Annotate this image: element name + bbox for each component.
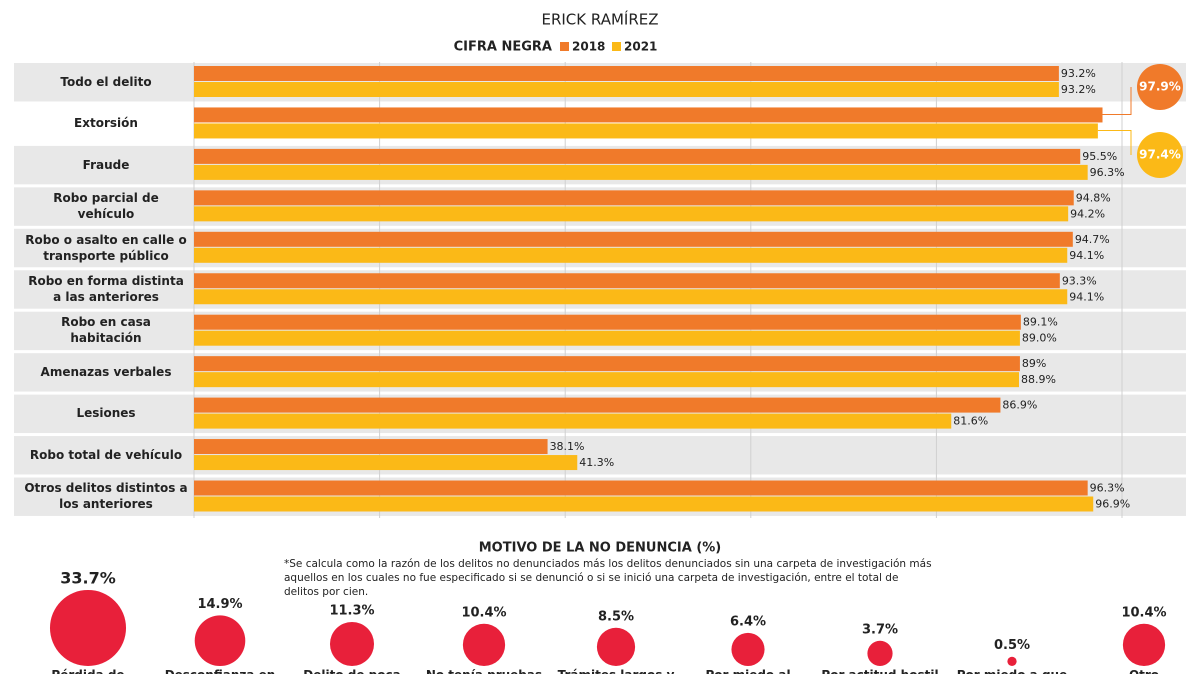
bubble bbox=[867, 640, 893, 666]
value-label: 41.3% bbox=[579, 456, 614, 469]
category-label: Delito de poca importancia bbox=[292, 668, 412, 674]
footnote: *Se calcula como la razón de los delitos… bbox=[284, 558, 932, 598]
value-label: 10.4% bbox=[461, 605, 506, 620]
category-label: Por miedo a que lo extorsionaran bbox=[952, 668, 1072, 674]
legend-label: 2021 bbox=[624, 40, 657, 54]
value-label: 0.5% bbox=[994, 638, 1030, 653]
value-label: 38.1% bbox=[550, 440, 585, 453]
value-label: 96.3% bbox=[1090, 482, 1125, 495]
callout-line bbox=[1097, 129, 1132, 155]
bar bbox=[194, 206, 1069, 222]
bubble bbox=[731, 632, 765, 667]
category-label: Otro bbox=[1084, 668, 1200, 674]
bar bbox=[194, 148, 1081, 164]
bar bbox=[194, 439, 548, 455]
category-label: Pérdida de tiempo bbox=[28, 668, 148, 674]
value-label: 88.9% bbox=[1021, 373, 1056, 386]
bar bbox=[194, 164, 1088, 180]
value-label: 6.4% bbox=[730, 614, 766, 629]
bubble bbox=[49, 589, 127, 666]
bar bbox=[194, 273, 1060, 289]
author: ERICK RAMÍREZ bbox=[541, 10, 658, 29]
category-label: No tenía pruebas bbox=[424, 668, 544, 674]
category-label: Robo en forma distinta a las anteriores bbox=[28, 273, 184, 304]
bar bbox=[194, 455, 578, 471]
legend-swatch bbox=[612, 42, 621, 51]
bar bbox=[194, 107, 1103, 123]
value-label: 94.2% bbox=[1070, 207, 1105, 220]
bar bbox=[194, 314, 1021, 330]
category-label: Robo o asalto en calle o transporte públ… bbox=[25, 232, 187, 263]
chart-title: CIFRA NEGRA bbox=[454, 40, 552, 55]
value-label: 10.4% bbox=[1121, 605, 1166, 620]
bar bbox=[194, 247, 1068, 263]
callout-bubble bbox=[1137, 64, 1183, 110]
bar bbox=[194, 496, 1094, 512]
value-label: 93.2% bbox=[1061, 83, 1096, 96]
bubble bbox=[194, 615, 246, 666]
value-label: 96.9% bbox=[1095, 498, 1130, 511]
value-label: 89% bbox=[1022, 357, 1046, 370]
category-label: Por miedo al agresor bbox=[688, 668, 808, 674]
value-label: 8.5% bbox=[598, 609, 634, 624]
value-label: 96.3% bbox=[1090, 166, 1125, 179]
bar bbox=[194, 231, 1073, 247]
bubble bbox=[596, 627, 636, 666]
category-label: Amenazas verbales bbox=[40, 364, 172, 379]
value-label: 94.8% bbox=[1076, 191, 1111, 204]
value-label: 81.6% bbox=[953, 415, 988, 428]
callout-line bbox=[1102, 87, 1132, 115]
bar bbox=[194, 397, 1001, 413]
value-label: 86.9% bbox=[1002, 399, 1037, 412]
value-label: 95.5% bbox=[1082, 150, 1117, 163]
value-label: 89.0% bbox=[1022, 332, 1057, 345]
value-label: 94.1% bbox=[1069, 249, 1104, 262]
category-label: Fraude bbox=[82, 157, 130, 172]
category-label: Robo total de vehículo bbox=[29, 447, 183, 462]
category-label: Otros delitos distintos a los anteriores bbox=[24, 481, 188, 512]
bar bbox=[194, 66, 1059, 81]
category-label: Trámites largos y difíciles bbox=[556, 668, 676, 674]
category-label: Lesiones bbox=[76, 406, 136, 421]
category-label: Todo el delito bbox=[60, 74, 152, 89]
value-label: 11.3% bbox=[329, 603, 374, 618]
value-label: 94.7% bbox=[1075, 233, 1110, 246]
bar bbox=[194, 82, 1059, 97]
value-label: 93.2% bbox=[1061, 67, 1096, 80]
bubble bbox=[1007, 656, 1017, 667]
bar bbox=[194, 190, 1074, 206]
legend-swatch bbox=[560, 42, 569, 51]
category-label: Por actitud hostil de la autoridad bbox=[820, 668, 940, 674]
bar bbox=[194, 330, 1020, 346]
bubble-title: MOTIVO DE LA NO DENUNCIA (%) bbox=[479, 541, 722, 556]
legend-label: 2018 bbox=[572, 40, 605, 54]
value-label: 3.7% bbox=[862, 622, 898, 637]
value-label: 97.9% bbox=[1139, 80, 1181, 94]
bubble bbox=[462, 623, 506, 666]
bubble bbox=[1122, 623, 1166, 666]
bar bbox=[194, 356, 1020, 372]
callout-bubble bbox=[1137, 132, 1183, 178]
category-label: Robo parcial de vehículo bbox=[53, 191, 159, 222]
bar bbox=[194, 372, 1019, 388]
category-label: Extorsión bbox=[74, 116, 138, 131]
bar bbox=[194, 289, 1068, 305]
value-label: 93.3% bbox=[1062, 274, 1097, 287]
value-label: 97.4% bbox=[1139, 148, 1181, 162]
value-label: 94.1% bbox=[1069, 290, 1104, 303]
value-label: 14.9% bbox=[197, 597, 242, 612]
bar bbox=[194, 123, 1098, 139]
bar bbox=[194, 480, 1088, 496]
bar bbox=[194, 413, 952, 429]
value-label: 33.7% bbox=[60, 568, 116, 587]
bubble bbox=[329, 621, 375, 666]
category-label: Desconfianza en la autoridad bbox=[160, 668, 280, 674]
category-label: Robo en casa habitación bbox=[61, 315, 151, 346]
value-label: 89.1% bbox=[1023, 316, 1058, 329]
